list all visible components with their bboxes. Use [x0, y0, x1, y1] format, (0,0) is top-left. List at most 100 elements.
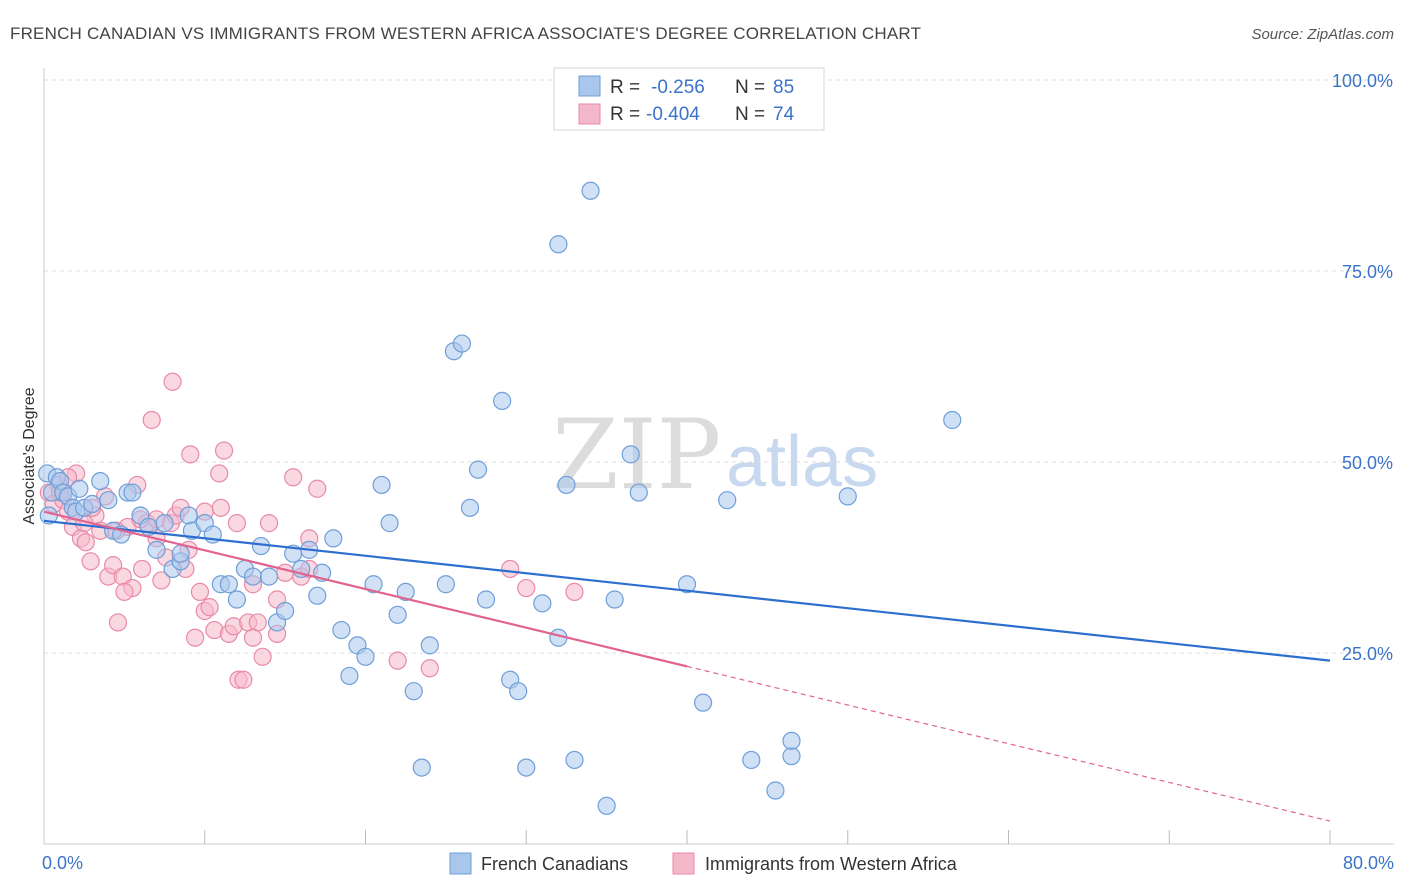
data-point-french-canadians [420, 636, 439, 655]
data-point-immigrants-western-africa [76, 533, 95, 552]
data-point-immigrants-western-africa [388, 651, 407, 670]
trend-line-immigrants-western-africa [43, 510, 688, 668]
data-point-french-canadians [597, 796, 616, 815]
legend-n-label-pink: N = [735, 104, 765, 125]
data-point-immigrants-western-africa [163, 372, 182, 391]
data-point-immigrants-western-africa [243, 628, 263, 647]
data-point-immigrants-western-africa [108, 613, 128, 632]
legend-r-value-blue: -0.256 [651, 77, 705, 98]
data-point-immigrants-western-africa [234, 670, 253, 689]
bottom-legend-swatch-blue [449, 852, 472, 875]
x-axis-ticks [204, 830, 1331, 844]
data-point-french-canadians [677, 575, 697, 594]
data-point-french-canadians [396, 582, 415, 601]
data-point-french-canadians [404, 682, 423, 701]
bottom-legend-swatch-pink [672, 852, 695, 875]
data-point-immigrants-western-africa [284, 468, 303, 487]
data-point-french-canadians [742, 750, 761, 770]
legend-r-label-pink: R = [610, 104, 640, 125]
data-point-french-canadians [123, 483, 142, 502]
trend-line-immigrants-western-africa-extension [686, 665, 1331, 822]
series-legend: French Canadians Immigrants from Western… [449, 852, 958, 875]
x-tick-label-min: 0.0% [42, 853, 83, 873]
data-point-immigrants-western-africa [276, 563, 295, 582]
data-point-french-canadians [693, 693, 713, 712]
data-point-french-canadians [581, 181, 600, 200]
y-tick-label: 75.0% [1342, 262, 1393, 282]
data-point-immigrants-western-africa [227, 514, 246, 533]
legend-n-value-pink: 74 [773, 104, 795, 125]
data-point-immigrants-western-africa [248, 613, 267, 632]
data-point-french-canadians [388, 605, 407, 624]
data-point-french-canadians [227, 590, 246, 609]
data-point-immigrants-western-africa [81, 552, 100, 571]
data-point-french-canadians [179, 506, 198, 525]
data-point-immigrants-western-africa [517, 578, 536, 598]
data-point-immigrants-western-africa [420, 659, 439, 678]
data-point-french-canadians [380, 514, 399, 533]
data-point-immigrants-western-africa [152, 571, 171, 590]
data-point-french-canadians [243, 567, 263, 586]
data-point-immigrants-western-africa [181, 445, 200, 464]
data-point-french-canadians [356, 647, 375, 666]
data-point-french-canadians [782, 731, 801, 750]
data-point-immigrants-western-africa [190, 582, 210, 601]
legend-n-label-blue: N = [735, 77, 765, 98]
data-point-french-canadians [468, 460, 488, 479]
data-point-french-canadians [943, 410, 962, 430]
y-tick-label: 100.0% [1332, 71, 1393, 91]
data-point-immigrants-western-africa [214, 441, 234, 460]
data-point-french-canadians [70, 479, 89, 498]
data-point-immigrants-western-africa [501, 559, 520, 579]
data-point-immigrants-western-africa [211, 498, 230, 517]
data-point-french-canadians [155, 514, 174, 533]
data-point-french-canadians [493, 391, 512, 410]
data-point-french-canadians [83, 494, 102, 514]
legend-r-label-blue: R = [610, 77, 640, 98]
data-point-french-canadians [340, 666, 359, 686]
trend-line-french-canadians [43, 519, 1331, 662]
data-point-french-canadians [549, 235, 568, 254]
data-point-french-canadians [332, 620, 351, 640]
data-point-french-canadians [460, 498, 480, 517]
data-point-french-canadians [621, 445, 640, 464]
data-point-french-canadians [533, 594, 552, 613]
legend-swatch-blue [578, 75, 601, 97]
data-point-french-canadians [557, 475, 576, 495]
data-point-french-canadians [517, 758, 536, 777]
data-point-french-canadians [629, 483, 648, 502]
legend-r-value-pink: -0.404 [646, 104, 700, 125]
data-point-french-canadians [718, 491, 737, 510]
legend-swatch-pink [578, 103, 601, 125]
y-tick-label: 50.0% [1342, 453, 1393, 473]
bottom-legend-label-pink: Immigrants from Western Africa [705, 854, 958, 874]
data-point-french-canadians [605, 590, 624, 609]
data-point-french-canadians [308, 586, 327, 605]
data-point-immigrants-western-africa [259, 514, 279, 533]
data-point-french-canadians [99, 491, 118, 510]
y-tick-label: 25.0% [1342, 644, 1393, 664]
chart-title: FRENCH CANADIAN VS IMMIGRANTS FROM WESTE… [10, 24, 921, 43]
data-point-immigrants-western-africa [565, 582, 584, 601]
data-point-french-canadians [509, 682, 528, 701]
data-point-immigrants-western-africa [200, 598, 219, 617]
data-point-immigrants-western-africa [253, 647, 272, 666]
data-point-french-canadians [766, 781, 785, 800]
data-point-french-canadians [171, 544, 190, 563]
correlation-legend: R = -0.256 N = 85 R = -0.404 N = 74 [553, 67, 825, 131]
data-point-french-canadians [565, 750, 584, 770]
data-point-immigrants-western-africa [186, 628, 205, 647]
data-point-immigrants-western-africa [115, 582, 134, 601]
data-point-french-canadians [372, 475, 391, 495]
data-point-french-canadians [412, 758, 431, 777]
data-point-french-canadians [838, 487, 857, 506]
data-point-french-canadians [91, 472, 110, 491]
data-point-french-canadians [147, 540, 166, 559]
legend-n-value-blue: 85 [773, 77, 794, 98]
data-point-french-canadians [364, 575, 383, 594]
data-point-immigrants-western-africa [142, 410, 161, 430]
data-point-immigrants-western-africa [210, 464, 229, 483]
data-point-immigrants-western-africa [132, 559, 152, 579]
data-point-french-canadians [782, 747, 801, 766]
